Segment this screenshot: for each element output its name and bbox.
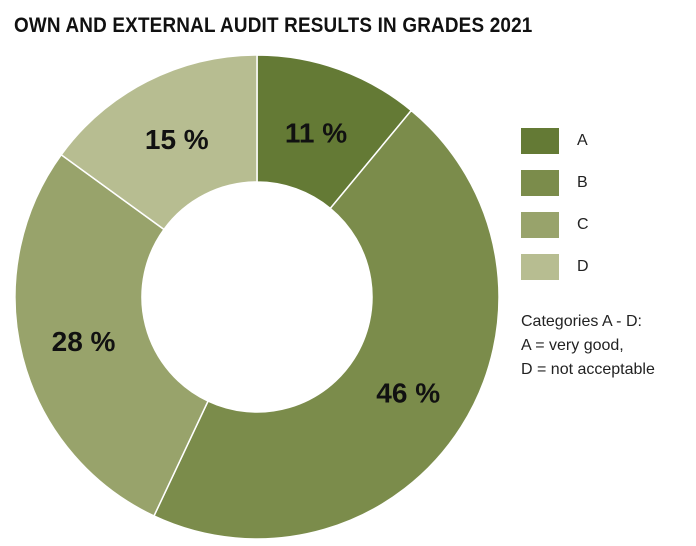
- note-line-2: A = very good,: [521, 337, 624, 354]
- legend-label-c: C: [577, 216, 589, 233]
- slice-label-b: 46 %: [376, 377, 440, 408]
- legend-item-c: C: [521, 211, 589, 239]
- legend-swatch-b: [521, 170, 559, 196]
- slice-b: [152, 109, 500, 540]
- legend-label-d: D: [577, 258, 589, 275]
- slice-d: [60, 54, 258, 231]
- slice-c: [14, 153, 210, 517]
- note-line-1: Categories A - D:: [521, 313, 642, 330]
- legend: A B C D: [521, 127, 589, 295]
- legend-swatch-c: [521, 212, 559, 238]
- legend-label-b: B: [577, 174, 588, 191]
- legend-swatch-a: [521, 128, 559, 154]
- chart-title: OWN AND EXTERNAL AUDIT RESULTS IN GRADES…: [14, 14, 533, 37]
- legend-item-b: B: [521, 169, 589, 197]
- legend-label-a: A: [577, 132, 588, 149]
- category-note: Categories A - D: A = very good, D = not…: [521, 310, 655, 382]
- slice-label-a: 11 %: [285, 118, 347, 149]
- legend-item-d: D: [521, 253, 589, 281]
- legend-swatch-d: [521, 254, 559, 280]
- note-line-3: D = not acceptable: [521, 361, 655, 378]
- slice-label-c: 28 %: [52, 326, 116, 357]
- slice-label-d: 15 %: [145, 124, 209, 155]
- legend-item-a: A: [521, 127, 589, 155]
